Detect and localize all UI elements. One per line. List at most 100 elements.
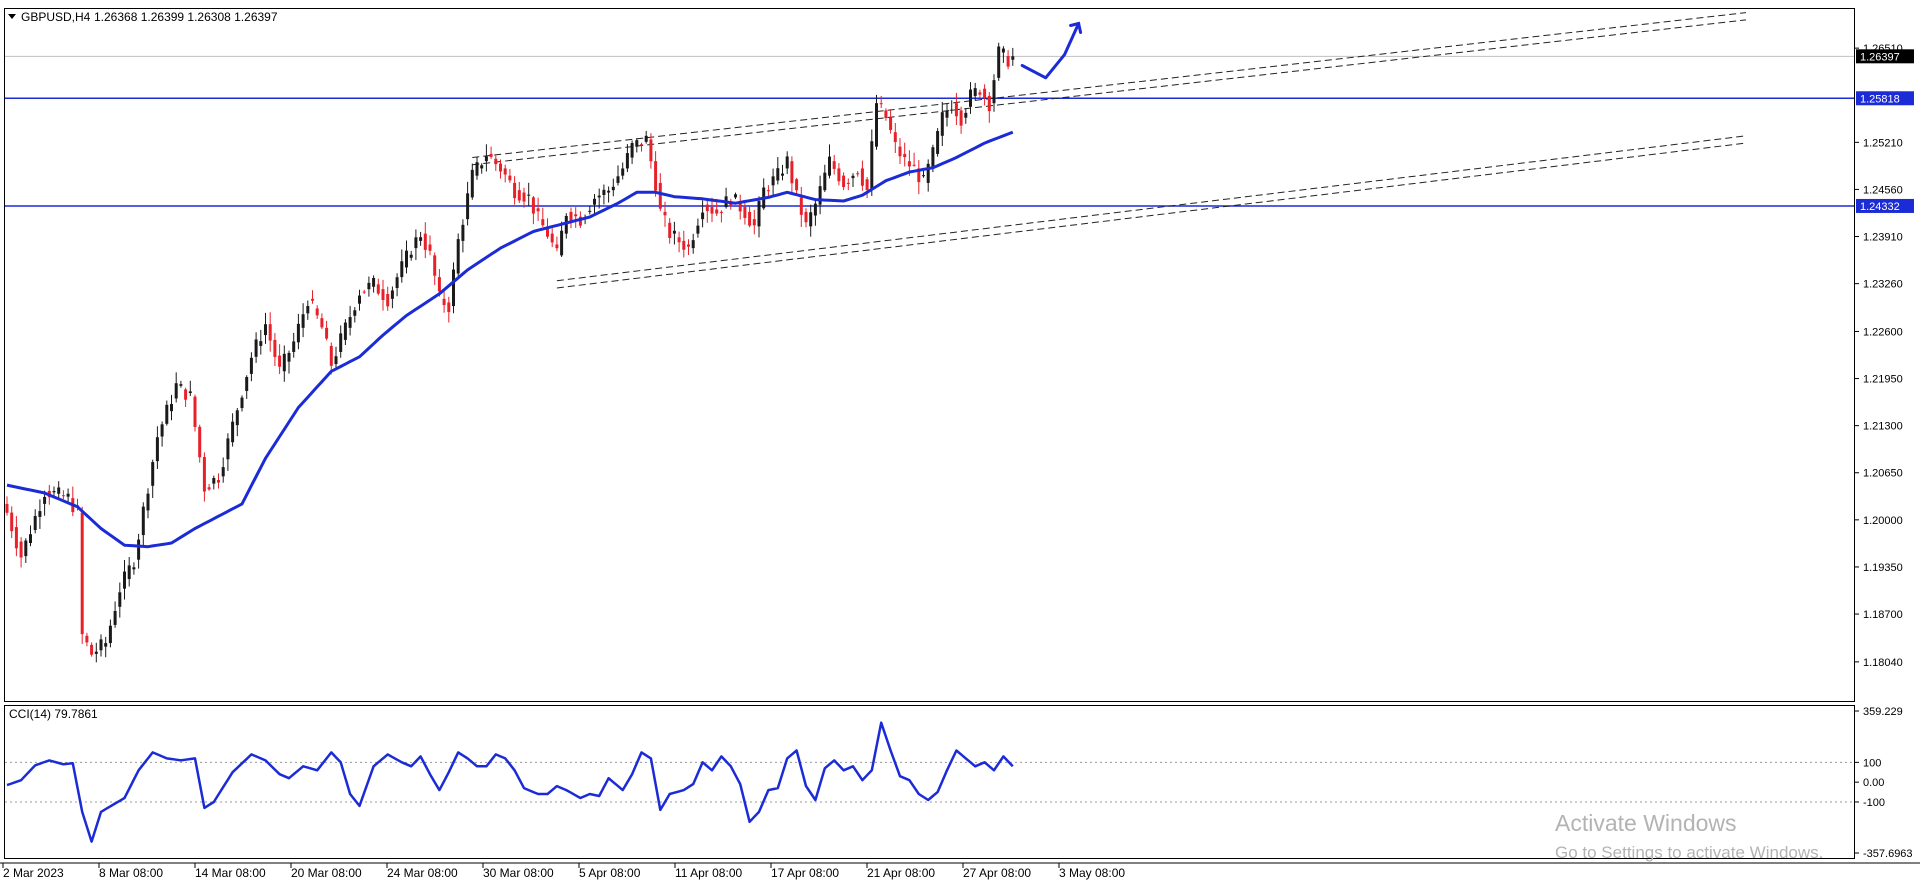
cci-tick-label-0: 359.229 (1863, 706, 1903, 718)
candle-body-29 (141, 506, 145, 536)
moving-average-line (6, 130, 1014, 549)
candle-body-97 (461, 224, 465, 241)
candle-body-28 (137, 539, 141, 560)
projection-arrow-path (1020, 22, 1081, 80)
candle-body-67 (320, 318, 324, 328)
candle-body-166 (785, 156, 789, 169)
candle-body-46 (221, 467, 225, 477)
candle-body-50 (240, 397, 244, 409)
candle-body-16 (80, 512, 84, 635)
candle-body-2 (14, 527, 18, 549)
price-tick-label-6: 1.21950 (1863, 374, 1903, 386)
candle-body-32 (155, 437, 159, 462)
price-tick-label-7: 1.21300 (1863, 421, 1903, 433)
dropdown-triangle-icon[interactable] (8, 14, 16, 19)
candle-body-30 (146, 493, 150, 511)
current-price-tag (1856, 49, 1914, 64)
candle-body-197 (931, 147, 935, 169)
candle-body-105 (499, 163, 502, 172)
candle-body-73 (348, 317, 352, 328)
candle-body-84 (400, 261, 404, 278)
candle-body-168 (795, 179, 799, 191)
candle-body-116 (550, 233, 554, 243)
candle-body-157 (743, 207, 747, 218)
price-tick-label-9: 1.20000 (1863, 515, 1903, 527)
candle-body-171 (809, 212, 813, 227)
candle-body-99 (470, 169, 474, 198)
candle-body-205 (969, 89, 972, 107)
candle-body-34 (165, 404, 169, 424)
candle-body-90 (428, 244, 432, 251)
cci-line (6, 721, 1014, 843)
candle-body-140 (663, 211, 667, 216)
candle-body-209 (987, 95, 991, 112)
candle-body-77 (367, 282, 371, 290)
candle-body-196 (926, 163, 930, 183)
candle-body-98 (466, 193, 470, 220)
candle-body-54 (259, 341, 263, 346)
horizontal-levels: 1.25818 1.24332 (5, 55, 1914, 213)
candle-body-40 (193, 396, 197, 427)
candle-body-147 (696, 225, 700, 234)
candle-body-211 (997, 46, 1001, 78)
candle-body-22 (108, 625, 112, 644)
candle-body-61 (292, 341, 296, 352)
candle-body-56 (268, 324, 272, 341)
candle-body-149 (705, 204, 709, 212)
candle-body-106 (503, 168, 507, 175)
candle-body-100 (475, 162, 479, 176)
candle-body-186 (879, 103, 883, 105)
candle-body-214 (1011, 56, 1015, 60)
candle-body-109 (517, 190, 521, 201)
time-tick-label-9: 21 Apr 08:00 (867, 866, 935, 880)
watermark-title: Activate Windows (1555, 810, 1737, 836)
candle-body-190 (898, 146, 902, 157)
candlestick-series (5, 42, 1015, 663)
candle-body-76 (362, 291, 366, 293)
candle-body-79 (376, 284, 380, 294)
candle-body-163 (771, 176, 775, 186)
candle-body-195 (922, 175, 925, 177)
price-tick-label-8: 1.20650 (1863, 468, 1903, 480)
candle-body-93 (442, 298, 446, 306)
candle-body-21 (104, 643, 108, 647)
watermark-subtitle: Go to Settings to activate Windows. (1555, 843, 1823, 862)
candle-body-191 (903, 153, 907, 158)
candle-body-181 (856, 173, 860, 175)
cci-tick-label-3: -100 (1863, 797, 1885, 809)
candle-body-138 (654, 161, 658, 191)
candle-body-45 (217, 479, 220, 483)
candle-body-129 (611, 186, 615, 191)
candle-body-33 (160, 424, 164, 437)
candle-body-25 (123, 571, 126, 589)
candle-body-107 (508, 175, 512, 181)
candle-body-89 (423, 233, 427, 250)
price-tick-label-3: 1.23910 (1863, 232, 1903, 244)
time-tick-label-8: 17 Apr 08:00 (771, 866, 839, 880)
candle-body-139 (658, 182, 662, 209)
candle-body-69 (329, 345, 333, 366)
candle-body-159 (752, 219, 756, 226)
candle-body-175 (828, 156, 831, 176)
candle-body-68 (325, 327, 329, 339)
candle-body-12 (61, 495, 65, 497)
candle-body-83 (395, 277, 399, 288)
candle-body-58 (278, 355, 282, 367)
candle-body-5 (29, 534, 32, 544)
candle-body-6 (33, 515, 37, 530)
channel-line-1 (472, 19, 1747, 166)
time-tick-label-5: 30 Mar 08:00 (483, 866, 554, 880)
candle-body-137 (649, 139, 653, 162)
candle-body-48 (231, 421, 235, 443)
candle-body-18 (90, 644, 94, 655)
channel-line-3 (556, 142, 1747, 289)
candle-body-120 (569, 211, 573, 222)
time-tick-label-2: 14 Mar 08:00 (195, 866, 266, 880)
candle-body-208 (983, 88, 987, 98)
cci-label: CCI(14) 79.7861 (9, 707, 98, 721)
candle-body-4 (24, 540, 28, 557)
candle-body-128 (607, 190, 611, 193)
candle-body-178 (842, 175, 846, 188)
candle-body-111 (527, 194, 531, 196)
